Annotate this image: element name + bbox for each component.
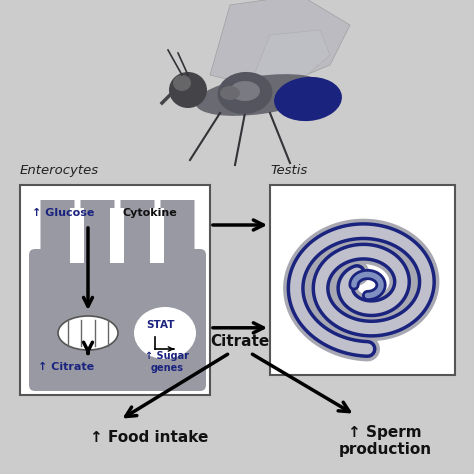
Bar [20,185,210,395]
Text: Citrate: Citrate [210,334,270,349]
FancyBboxPatch shape [29,249,206,391]
Ellipse shape [220,86,240,100]
Bar [151,208,164,263]
FancyBboxPatch shape [161,196,194,274]
FancyBboxPatch shape [40,196,74,274]
Ellipse shape [169,72,207,108]
Text: ↑ Glucose: ↑ Glucose [32,208,94,218]
Polygon shape [210,0,350,90]
FancyBboxPatch shape [81,196,115,274]
Text: ↑ Food intake: ↑ Food intake [90,430,209,445]
Ellipse shape [230,81,260,101]
Text: Enterocytes: Enterocytes [20,164,99,177]
Ellipse shape [134,307,196,359]
Text: STAT: STAT [147,320,175,330]
Bar [270,185,455,375]
Bar [110,208,125,263]
Bar [71,208,84,263]
Ellipse shape [58,316,118,350]
Ellipse shape [196,74,324,116]
Text: ↑ Sperm
production: ↑ Sperm production [338,425,431,457]
Ellipse shape [218,72,273,114]
Text: ↑ Sugar
genes: ↑ Sugar genes [145,351,189,373]
Ellipse shape [274,77,342,121]
Ellipse shape [173,75,191,91]
Bar [22,187,208,200]
FancyBboxPatch shape [120,196,155,274]
Text: Cytokine: Cytokine [123,208,177,218]
Text: ↑ Citrate: ↑ Citrate [38,362,94,372]
Text: Testis: Testis [270,164,307,177]
Polygon shape [250,30,330,90]
